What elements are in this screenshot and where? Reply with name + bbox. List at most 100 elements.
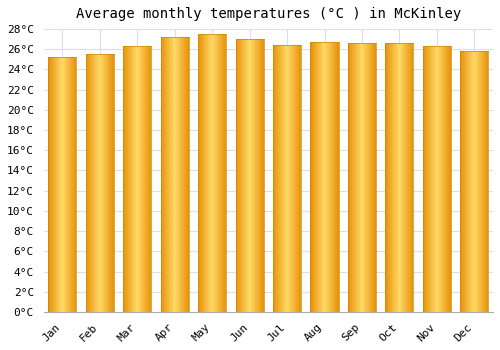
Bar	[171, 37, 172, 312]
Bar	[188, 37, 189, 312]
Bar	[327, 42, 328, 312]
Bar	[358, 43, 359, 312]
Bar	[210, 34, 211, 312]
Bar	[435, 46, 436, 312]
Bar	[318, 42, 319, 312]
Bar	[203, 34, 204, 312]
Bar	[68, 57, 69, 312]
Bar	[97, 54, 98, 312]
Bar	[185, 37, 186, 312]
Bar	[149, 46, 150, 312]
Bar	[110, 54, 111, 312]
Bar	[135, 46, 136, 312]
Bar	[475, 51, 476, 312]
Bar	[217, 34, 218, 312]
Bar	[222, 34, 223, 312]
Bar	[239, 39, 240, 312]
Bar	[162, 37, 163, 312]
Bar	[259, 39, 260, 312]
Bar	[204, 34, 205, 312]
Bar	[180, 37, 181, 312]
Bar	[50, 57, 51, 312]
Bar	[282, 45, 283, 312]
Bar	[438, 46, 439, 312]
Bar	[218, 34, 219, 312]
Bar	[150, 46, 151, 312]
Bar	[412, 43, 413, 312]
Bar	[165, 37, 166, 312]
Bar	[57, 57, 58, 312]
Bar	[320, 42, 321, 312]
Bar	[316, 42, 317, 312]
Bar	[349, 43, 350, 312]
Bar	[298, 45, 299, 312]
Bar	[48, 57, 49, 312]
Bar	[390, 43, 391, 312]
Bar	[426, 46, 427, 312]
Bar	[424, 46, 425, 312]
Bar	[202, 34, 203, 312]
Bar	[319, 42, 320, 312]
Bar	[258, 39, 259, 312]
Bar	[326, 42, 327, 312]
Bar	[297, 45, 298, 312]
Bar	[405, 43, 406, 312]
Bar	[94, 54, 95, 312]
Bar	[148, 46, 149, 312]
Bar	[353, 43, 354, 312]
Bar	[54, 57, 55, 312]
Bar	[398, 43, 399, 312]
Bar	[147, 46, 148, 312]
Bar	[322, 42, 323, 312]
Bar	[394, 43, 395, 312]
Bar	[296, 45, 297, 312]
Bar	[450, 46, 451, 312]
Bar	[59, 57, 60, 312]
Bar	[257, 39, 258, 312]
Bar	[208, 34, 209, 312]
Bar	[130, 46, 131, 312]
Bar	[260, 39, 261, 312]
Bar	[360, 43, 361, 312]
Bar	[284, 45, 285, 312]
Bar	[52, 57, 53, 312]
Bar	[350, 43, 352, 312]
Bar	[246, 39, 247, 312]
Bar	[198, 34, 200, 312]
Bar	[436, 46, 437, 312]
Bar	[486, 51, 488, 312]
Bar	[370, 43, 371, 312]
Bar	[357, 43, 358, 312]
Bar	[392, 43, 394, 312]
Bar	[102, 54, 103, 312]
Bar	[141, 46, 142, 312]
Bar	[364, 43, 365, 312]
Bar	[276, 45, 277, 312]
Bar	[215, 34, 216, 312]
Bar	[321, 42, 322, 312]
Bar	[397, 43, 398, 312]
Bar	[70, 57, 71, 312]
Bar	[66, 57, 67, 312]
Bar	[328, 42, 329, 312]
Bar	[330, 42, 332, 312]
Bar	[478, 51, 479, 312]
Bar	[241, 39, 242, 312]
Bar	[354, 43, 355, 312]
Bar	[134, 46, 135, 312]
Bar	[138, 46, 139, 312]
Bar	[172, 37, 173, 312]
Bar	[460, 51, 461, 312]
Bar	[467, 51, 468, 312]
Bar	[367, 43, 368, 312]
Bar	[253, 39, 254, 312]
Bar	[207, 34, 208, 312]
Bar	[62, 57, 63, 312]
Bar	[186, 37, 187, 312]
Bar	[396, 43, 397, 312]
Bar	[103, 54, 104, 312]
Bar	[113, 54, 114, 312]
Bar	[250, 39, 251, 312]
Bar	[128, 46, 129, 312]
Bar	[71, 57, 72, 312]
